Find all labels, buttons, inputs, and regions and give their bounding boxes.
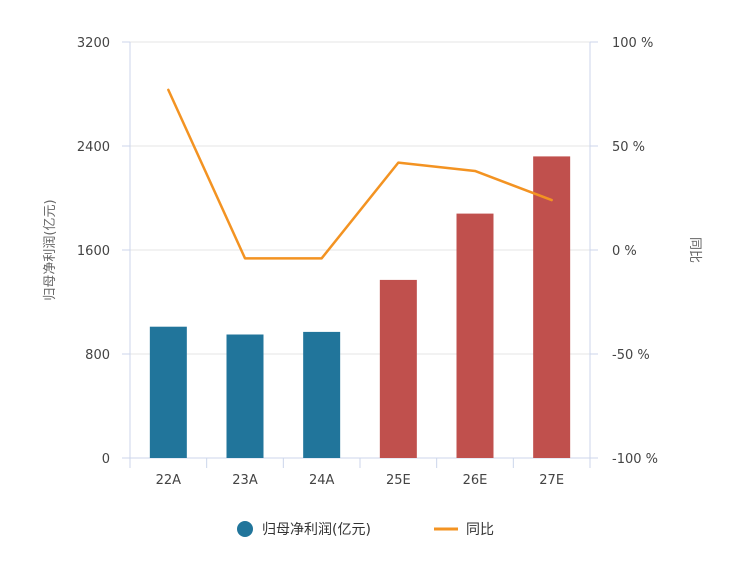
bar[interactable] [379, 279, 417, 458]
x-tick-label: 23A [232, 473, 258, 488]
legend: 归母净利润(亿元) 同比 [237, 521, 494, 538]
right-axis-title: 同比 [687, 237, 702, 263]
bar[interactable] [226, 334, 264, 459]
legend-bar-label[interactable]: 归母净利润(亿元) [262, 521, 371, 538]
legend-line-label[interactable]: 同比 [466, 522, 494, 538]
bar-series [149, 156, 571, 459]
line-series [167, 88, 553, 260]
x-tick-label: 22A [156, 473, 182, 488]
left-axis-title: 归母净利润(亿元) [43, 199, 58, 300]
right-tick-label: -50 % [612, 348, 650, 363]
left-tick-label: 2400 [77, 140, 110, 155]
left-tick-label: 1600 [77, 244, 110, 259]
yoy-line[interactable] [167, 88, 553, 260]
tick-labels: 3200 2400 1600 800 0 100 % 50 % 0 % -50 % -100 % 2… [77, 36, 658, 488]
bar[interactable] [149, 326, 187, 458]
x-tick-label: 24A [309, 473, 335, 488]
gridlines [130, 41, 590, 355]
left-tick-label: 3200 [77, 36, 110, 51]
right-tick-label: -100 % [612, 452, 658, 467]
x-tick-label: 25E [386, 473, 411, 488]
right-tick-label: 0 % [612, 244, 637, 259]
x-tick-label: 27E [539, 473, 564, 488]
left-tick-label: 800 [85, 348, 110, 363]
x-tick-label: 26E [463, 473, 488, 488]
bar[interactable] [456, 213, 494, 458]
bar[interactable] [533, 156, 571, 458]
right-tick-label: 100 % [612, 36, 653, 51]
legend-bar-marker[interactable] [237, 521, 253, 537]
left-tick-label: 0 [102, 452, 110, 467]
bar[interactable] [303, 331, 341, 458]
right-tick-label: 50 % [612, 140, 645, 155]
